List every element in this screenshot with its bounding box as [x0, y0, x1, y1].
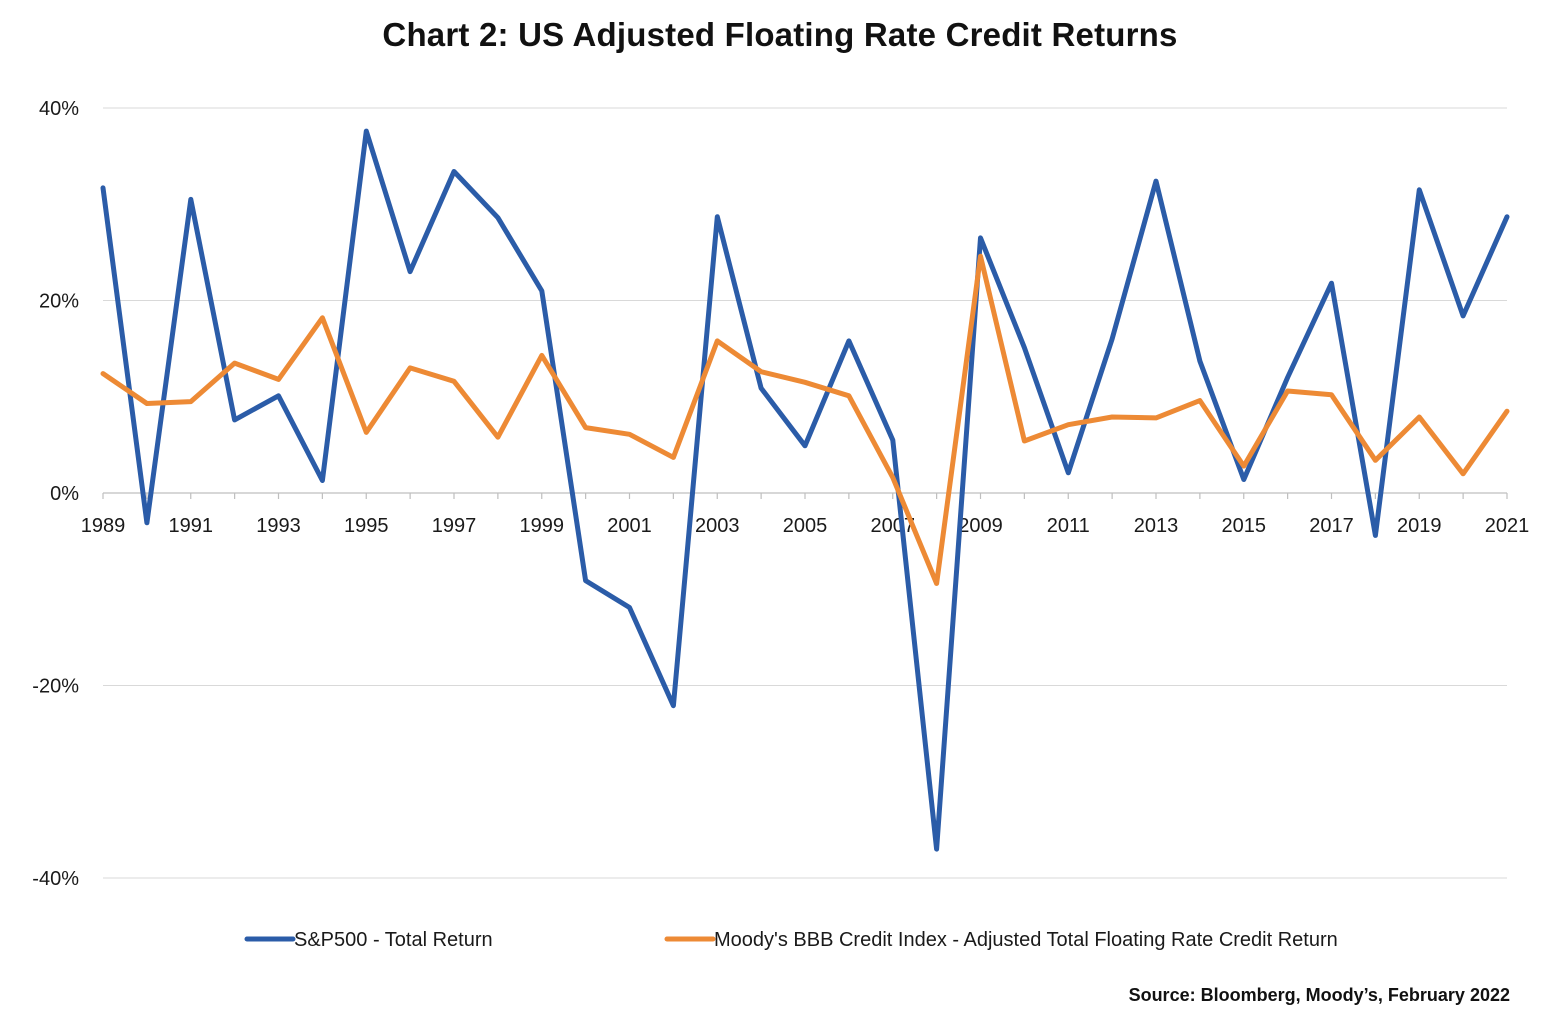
x-tick-label: 2019: [1397, 515, 1442, 537]
series-lines: [100, 128, 1510, 852]
x-tick-label: 2021: [1485, 515, 1530, 537]
y-tick-label: 0%: [50, 483, 79, 505]
x-tick-label: 1997: [432, 515, 477, 537]
series-line-1: [100, 128, 1510, 852]
legend-label: Moody's BBB Credit Index - Adjusted Tota…: [714, 929, 1338, 951]
y-axis-tick-labels: -40% -20% 0% 20% 40%: [32, 98, 79, 890]
x-tick-label: 2003: [695, 515, 740, 537]
x-tick-label: 2001: [607, 515, 652, 537]
x-tick-label: 1995: [344, 515, 389, 537]
legend: S&P500 - Total Return Moody's BBB Credit …: [244, 929, 1338, 951]
x-tick-label: 1993: [256, 515, 301, 537]
x-tick-label: 2013: [1134, 515, 1179, 537]
y-tick-label: -40%: [32, 868, 79, 890]
x-tick-label: 1989: [81, 515, 126, 537]
x-tick-label: 2011: [1047, 515, 1090, 537]
source-note: Source: Bloomberg, Moody’s, February 202…: [1128, 985, 1510, 1005]
y-tick-label: 20%: [39, 291, 79, 313]
x-tick-label: 2015: [1222, 515, 1267, 537]
x-tick-label: 2009: [958, 515, 1003, 537]
x-tick-label: 2005: [783, 515, 828, 537]
gridlines: [103, 107, 1507, 879]
x-axis-tick-labels: 1989 1991 1993 1995 1997 1999 2001 2003 2005 2007…: [81, 515, 1530, 537]
y-tick-label: 40%: [39, 98, 79, 120]
legend-label: S&P500 - Total Return: [294, 929, 493, 951]
x-tick-label: 1991: [169, 515, 214, 537]
y-tick-label: -20%: [32, 676, 79, 698]
chart-title: Chart 2: US Adjusted Floating Rate Credi…: [382, 16, 1178, 53]
x-tick-label: 2017: [1309, 515, 1354, 537]
series-line-2: [100, 253, 1510, 586]
x-axis: [102, 492, 1508, 499]
x-tick-label: 1999: [520, 515, 565, 537]
